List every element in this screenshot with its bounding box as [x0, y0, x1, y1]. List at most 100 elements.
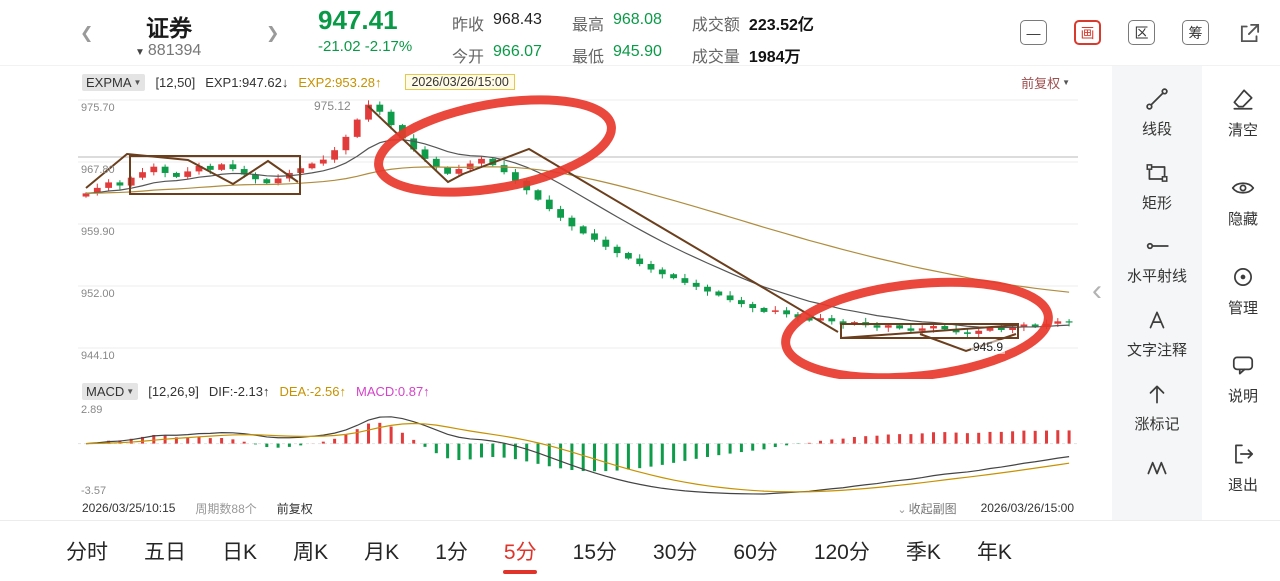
stat-row: 昨收 968.43: [452, 11, 542, 35]
tool-rise-mark[interactable]: 涨标记: [1112, 373, 1202, 447]
dif-value: DIF:-2.13↑: [208, 383, 270, 399]
period-count: 周期数88个: [195, 501, 257, 516]
tab-label: 15分: [572, 541, 617, 564]
more-marks-icon: [1144, 454, 1170, 480]
tab-day-k[interactable]: 日K: [220, 521, 259, 581]
stats-grid: 昨收 968.43 今开 966.07 最高 968.08 最低 945.90 成交额 223.5…: [452, 11, 814, 75]
trend-line-drawing: [919, 333, 1017, 353]
prev-stock-arrow-icon[interactable]: ❮: [80, 25, 94, 42]
chips-distribution-glyph: 筹: [1188, 24, 1203, 41]
tab-label: 120分: [813, 541, 870, 564]
stat-row: 最高 968.08: [572, 11, 662, 35]
rise-mark-icon: [1144, 381, 1170, 407]
stat-col: 昨收 968.43 今开 966.07: [452, 11, 542, 75]
macd-bar: MACD ▼ [12,26,9] DIF:-2.13↑ DEA:-2.56↑ MA…: [78, 379, 1078, 403]
stock-title: 证券: [146, 15, 192, 41]
tab-120min[interactable]: 120分: [812, 521, 872, 581]
stat-label: 成交量: [691, 49, 740, 66]
horizontal-ray-icon: [1144, 233, 1170, 259]
adjust-label: 前复权: [1021, 75, 1061, 91]
action-label: 管理: [1227, 299, 1258, 317]
stat-label: 今开: [452, 49, 485, 66]
stat-value: 223.52亿: [748, 17, 814, 34]
collapse-subchart-label: 收起副图: [908, 501, 957, 516]
collapse-toolbar-arrow[interactable]: ‹: [1092, 274, 1102, 307]
tab-label: 季K: [905, 541, 941, 564]
price-adjust-selector[interactable]: 前复权 ▼: [1021, 73, 1078, 92]
macd-chart[interactable]: 2.89 -3.57: [78, 403, 1078, 498]
next-stock-arrow-icon[interactable]: ❯: [266, 25, 280, 42]
hide-icon: [1230, 175, 1256, 201]
minimize-chart-glyph: —: [1026, 24, 1041, 41]
chips-distribution-button[interactable]: 筹: [1182, 20, 1209, 45]
tab-five-day[interactable]: 五日: [142, 521, 188, 581]
adjust-mode: 前复权: [276, 501, 313, 516]
export-button[interactable]: [1236, 20, 1264, 45]
chart-panel: EXPMA ▼ [12,50] EXP1:947.62↓ EXP2:953.28↑…: [78, 70, 1078, 518]
stock-code: 881394: [147, 42, 202, 59]
macd-indicator-selector[interactable]: MACD ▼: [82, 382, 139, 400]
macd-params: [12,26,9]: [148, 383, 199, 399]
stat-label: 成交额: [691, 17, 740, 34]
chevron-down-icon: ⌄: [897, 503, 907, 516]
tab-5min[interactable]: 5分: [502, 521, 539, 581]
tab-1min[interactable]: 1分: [433, 521, 470, 581]
action-label: 清空: [1227, 122, 1258, 139]
y-axis-label: 967.80: [81, 163, 115, 176]
chart-footer: 2026/03/25/10:15 周期数88个 前复权 ⌄ 收起副图 2026/0…: [78, 498, 1078, 518]
stat-label: 最高: [571, 17, 604, 34]
y-axis-label: 952.00: [81, 288, 115, 300]
tab-time-line[interactable]: 分时: [64, 521, 110, 581]
tab-week-k[interactable]: 周K: [291, 521, 330, 581]
draw-mode-button[interactable]: 画: [1074, 20, 1101, 45]
tool-horizontal-ray[interactable]: 水平射线: [1112, 225, 1202, 299]
macd-y-max: 2.89: [81, 404, 103, 416]
tab-year-k[interactable]: 年K: [975, 521, 1014, 581]
tool-line-segment[interactable]: 线段: [1112, 78, 1202, 152]
action-info[interactable]: 说明: [1206, 342, 1280, 431]
price-change: -21.02 -2.17%: [318, 38, 413, 55]
tab-15min[interactable]: 15分: [571, 521, 619, 581]
rectangle-icon: [1144, 160, 1170, 186]
y-axis-label: 959.90: [81, 225, 115, 238]
stat-value: 968.43: [493, 11, 542, 28]
tool-more-marks[interactable]: [1112, 446, 1202, 520]
tool-rectangle[interactable]: 矩形: [1112, 152, 1202, 226]
region-button[interactable]: 区: [1128, 20, 1155, 45]
code-caret-icon: ▼: [135, 47, 145, 58]
tab-label: 分时: [66, 541, 108, 564]
stat-value: 968.08: [612, 11, 662, 28]
crosshair-datetime: 2026/03/26/15:00: [405, 74, 515, 90]
price-chart[interactable]: 975.12 945.9 975.70 967.80 959.90 952.00 944…: [78, 94, 1078, 383]
tab-30min[interactable]: 30分: [651, 521, 699, 581]
manage-icon: [1230, 264, 1256, 290]
stat-value: 966.07: [493, 43, 542, 60]
range-start-time: 2026/03/25/10:15: [82, 501, 176, 515]
current-price: 947.41: [318, 5, 398, 35]
last-price-tag: 945.9: [971, 340, 1006, 354]
draw-action-column: 清空隐藏管理说明 退出: [1206, 66, 1280, 520]
stock-code-selector[interactable]: ▼ 881394: [135, 42, 201, 60]
expma-bar: EXPMA ▼ [12,50] EXP1:947.62↓ EXP2:953.28↑…: [78, 70, 1078, 94]
action-label: 隐藏: [1227, 210, 1258, 228]
action-hide[interactable]: 隐藏: [1206, 165, 1280, 254]
red-circle-drawing: [374, 95, 616, 197]
stat-row: 成交量 1984万: [692, 43, 814, 67]
tool-text-note[interactable]: 文字注释: [1112, 299, 1202, 373]
tab-month-k[interactable]: 月K: [362, 521, 401, 581]
expma-params: [12,50]: [155, 74, 196, 90]
action-manage[interactable]: 管理: [1206, 254, 1280, 343]
clear-icon: [1230, 86, 1256, 112]
tab-60min[interactable]: 60分: [731, 521, 779, 581]
tab-label: 年K: [976, 541, 1012, 564]
action-exit[interactable]: 退出: [1206, 431, 1280, 520]
expma-indicator-selector[interactable]: EXPMA ▼: [82, 73, 146, 91]
tab-quarter-k[interactable]: 季K: [904, 521, 943, 581]
expma-label: EXPMA: [86, 74, 132, 90]
minimize-chart-button[interactable]: —: [1020, 20, 1047, 45]
collapse-subchart-button[interactable]: ⌄ 收起副图: [897, 500, 956, 517]
stat-row: 最低 945.90: [572, 43, 662, 67]
trend-line-drawing: [85, 152, 299, 189]
action-clear[interactable]: 清空: [1206, 76, 1280, 165]
